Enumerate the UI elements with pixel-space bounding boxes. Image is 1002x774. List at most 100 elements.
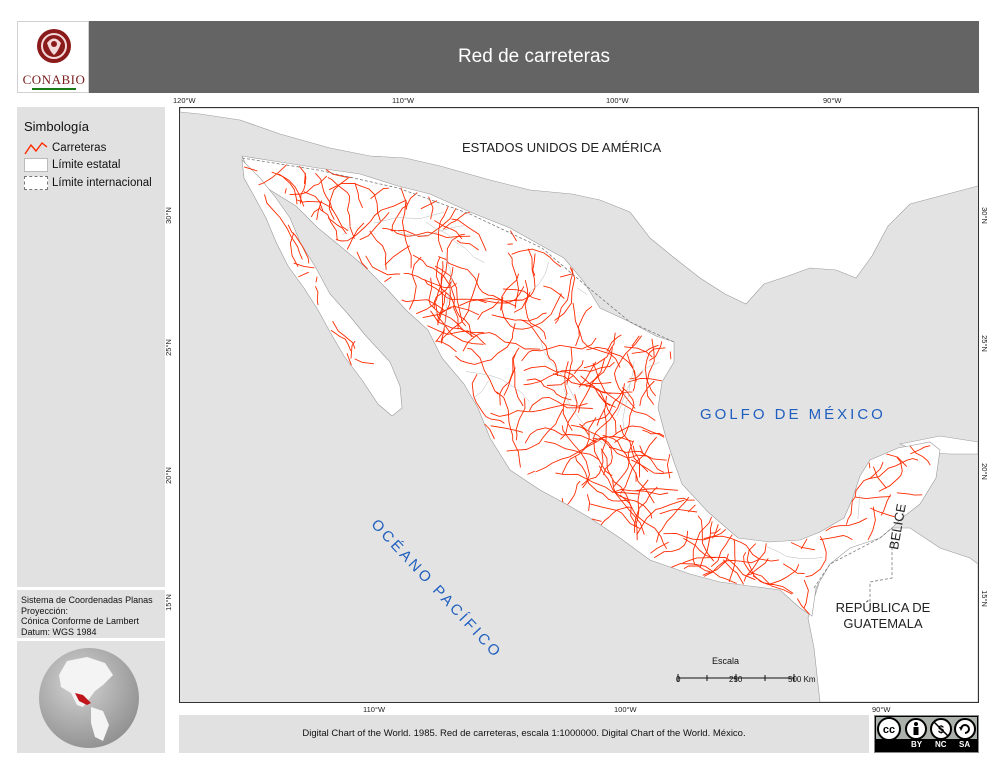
- road-segment: [496, 391, 521, 468]
- road-segment: [471, 373, 505, 424]
- road-segment: [271, 171, 298, 205]
- road-segment: [570, 424, 590, 437]
- road-segment: [477, 300, 500, 320]
- road-line-icon: [24, 142, 48, 155]
- road-segment: [400, 187, 408, 210]
- scale-label-250: 250: [729, 675, 743, 684]
- road-segment: [636, 499, 685, 535]
- cc-nc-label: NC: [935, 740, 947, 749]
- road-segment: [408, 256, 422, 310]
- road-segment: [459, 298, 517, 307]
- legend-title: Simbología: [24, 119, 90, 134]
- road-segment: [635, 488, 679, 492]
- road-segment: [327, 217, 347, 235]
- road-segment: [484, 423, 495, 440]
- road-segment: [649, 341, 663, 361]
- road-segment: [646, 338, 655, 405]
- road-segment: [315, 172, 333, 211]
- road-segment: [401, 299, 445, 311]
- source-citation: Digital Chart of the World. 1985. Red de…: [302, 728, 746, 739]
- road-segment: [600, 448, 636, 533]
- road-segment: [587, 384, 612, 395]
- road-segment: [524, 427, 598, 444]
- scale-label-0: 0: [676, 675, 681, 684]
- globe-icon: [39, 648, 139, 748]
- legend-item-carreteras: Carreteras: [24, 141, 164, 157]
- cc-sa-label: SA: [959, 740, 971, 749]
- road-segment: [428, 277, 474, 338]
- road-segment: [585, 382, 612, 388]
- road-segment: [699, 521, 713, 569]
- road-segment: [743, 543, 767, 582]
- road-segment: [855, 496, 891, 500]
- road-segment: [581, 408, 607, 486]
- road-segment: [515, 398, 526, 441]
- road-segment: [462, 332, 541, 352]
- creative-commons-badge[interactable]: cc $ BY NC SA: [874, 715, 979, 753]
- road-segment: [412, 254, 459, 330]
- road-segment: [435, 256, 472, 338]
- road-segment: [512, 347, 524, 407]
- road-segment: [289, 232, 299, 267]
- label-usa: ESTADOS UNIDOS DE AMÉRICA: [462, 140, 662, 155]
- gulf-of-california: [300, 218, 410, 348]
- road-segment: [825, 517, 868, 532]
- road-segment: [455, 323, 516, 365]
- road-segment: [562, 361, 573, 431]
- road-segment: [524, 291, 547, 340]
- map-canvas: [180, 108, 978, 702]
- road-segment: [369, 230, 387, 270]
- road-segment: [359, 212, 390, 241]
- road-segment: [503, 288, 541, 301]
- road-segment: [354, 182, 364, 209]
- tick-bottom: 90°W: [872, 705, 891, 714]
- road-segment: [451, 218, 487, 252]
- road-segment: [244, 166, 258, 172]
- road-segment: [608, 446, 642, 453]
- road-segment: [390, 207, 457, 237]
- road-segment: [612, 425, 665, 438]
- road-segment: [703, 535, 779, 562]
- road-segment: [586, 494, 591, 511]
- state-boundary-line: [563, 388, 606, 446]
- road-segment: [639, 445, 665, 473]
- road-segment: [543, 285, 565, 299]
- tick-bottom: 100°W: [614, 705, 637, 714]
- state-boundary-line: [902, 504, 905, 517]
- international-boundary-guatemala: [813, 527, 893, 608]
- legend-item-limite-internacional: Límite internacional: [24, 176, 164, 192]
- road-segment: [631, 344, 659, 354]
- road-segment: [752, 564, 800, 585]
- conabio-emblem-icon: [37, 29, 71, 63]
- road-segment: [592, 363, 656, 421]
- road-segment: [561, 498, 564, 503]
- road-segment: [676, 497, 695, 501]
- international-boundary-swatch: [24, 176, 48, 190]
- road-segment: [592, 437, 647, 459]
- road-segment: [293, 262, 315, 269]
- tick-left: 15°N: [163, 594, 173, 611]
- road-segment: [303, 173, 306, 185]
- road-segment: [598, 394, 617, 435]
- road-segment: [870, 507, 896, 518]
- road-segment: [868, 458, 919, 480]
- state-boundary-line: [373, 211, 445, 224]
- road-segment: [332, 320, 356, 349]
- road-segment: [575, 305, 593, 347]
- road-segment: [566, 347, 573, 385]
- road-segment: [422, 307, 452, 319]
- tick-right: 15°N: [979, 590, 989, 607]
- tick-right: 20°N: [979, 463, 989, 480]
- road-segment: [868, 462, 871, 469]
- coord-line: Cónica Conforme de Lambert: [21, 616, 140, 626]
- road-segment: [644, 347, 666, 397]
- road-segment: [653, 530, 689, 559]
- road-segment: [591, 518, 602, 522]
- road-segment: [526, 378, 572, 401]
- road-segment: [327, 177, 355, 240]
- state-boundary-line: [765, 545, 823, 559]
- road-segment: [430, 310, 484, 333]
- road-segment: [886, 453, 908, 467]
- tick-top: 90°W: [823, 96, 842, 105]
- state-boundary-line: [465, 371, 530, 402]
